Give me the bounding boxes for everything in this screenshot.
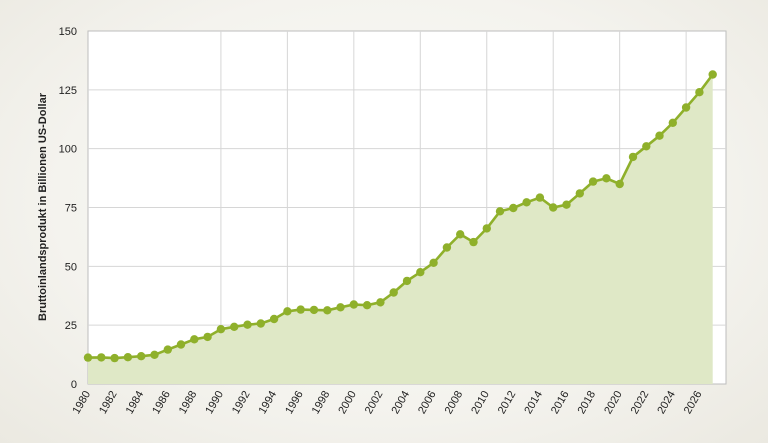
x-tick-label: 1994 [257, 389, 280, 416]
data-point-1984 [137, 352, 146, 361]
x-tick-label: 2026 [682, 389, 705, 416]
data-point-1997 [309, 305, 319, 315]
gdp-area-fill [88, 74, 713, 384]
data-point-2002 [376, 298, 385, 307]
data-point-1988 [190, 335, 199, 344]
data-point-2024 [668, 118, 677, 128]
data-point-2027 [708, 70, 717, 79]
x-tick-label: 1990 [203, 389, 226, 416]
data-point-1980 [83, 353, 93, 362]
data-point-1999 [336, 303, 345, 312]
data-point-1998 [323, 306, 332, 315]
data-point-2001 [362, 301, 372, 310]
data-point-1987 [176, 340, 186, 349]
y-tick-label: 125 [59, 85, 77, 97]
data-point-2005 [416, 268, 425, 277]
data-point-2003 [389, 288, 398, 297]
x-tick-label: 2000 [336, 389, 359, 416]
data-point-2025 [681, 103, 691, 112]
data-point-2026 [695, 88, 704, 97]
y-axis-ticks: 0 25 50 75 100 125 150 [59, 26, 77, 391]
x-tick-label: 1984 [124, 389, 147, 416]
x-tick-label: 2010 [469, 389, 492, 416]
data-point-2017 [575, 189, 584, 198]
data-point-1982 [110, 353, 119, 363]
data-point-1991 [230, 322, 239, 331]
data-point-1996 [296, 305, 305, 314]
y-tick-label: 100 [59, 144, 77, 156]
data-point-2006 [429, 258, 438, 267]
data-point-2014 [535, 193, 545, 202]
data-point-2022 [642, 142, 651, 151]
data-point-1986 [163, 345, 172, 354]
x-axis-ticks: 1980 1982 1984 1986 1988 1990 1992 1994 1996 1998… [70, 389, 704, 416]
x-tick-label: 2004 [389, 389, 412, 416]
data-point-2007 [442, 243, 452, 252]
data-point-2016 [562, 200, 571, 209]
x-tick-label: 1986 [150, 389, 173, 416]
data-point-2000 [349, 300, 358, 309]
x-tick-label: 2022 [629, 389, 652, 416]
y-tick-label: 75 [65, 203, 77, 215]
x-tick-label: 2008 [443, 389, 466, 416]
data-point-2015 [549, 203, 558, 212]
data-point-2008 [456, 230, 465, 239]
data-point-2009 [469, 237, 478, 247]
x-tick-label: 2002 [363, 389, 386, 416]
x-tick-label: 1992 [230, 389, 253, 416]
x-tick-label: 2024 [655, 389, 678, 416]
data-point-1994 [269, 314, 279, 324]
x-tick-label: 1980 [70, 389, 93, 416]
y-tick-label: 25 [65, 320, 77, 332]
y-tick-label: 150 [59, 26, 77, 38]
data-points [83, 70, 717, 363]
data-point-1992 [243, 320, 252, 329]
x-tick-label: 1982 [97, 389, 120, 416]
data-point-1981 [97, 353, 106, 362]
data-point-1990 [216, 325, 226, 334]
data-point-2021 [628, 152, 638, 162]
y-axis-title: Bruttoinlandsprodukt in Billionen US-Dol… [37, 92, 49, 321]
data-point-1985 [150, 350, 159, 359]
data-point-1993 [256, 319, 265, 328]
data-point-2012 [509, 203, 518, 213]
x-tick-label: 2018 [576, 389, 599, 416]
y-tick-label: 0 [71, 379, 77, 391]
x-tick-label: 2006 [416, 389, 439, 416]
x-tick-label: 2012 [496, 389, 519, 416]
data-point-1983 [123, 353, 133, 362]
x-tick-label: 1988 [177, 389, 200, 416]
data-point-1995 [283, 307, 292, 316]
data-point-2020 [615, 179, 624, 189]
x-tick-label: 2020 [602, 389, 625, 416]
data-point-2019 [602, 174, 611, 183]
data-point-2011 [495, 207, 505, 216]
data-point-2013 [522, 198, 531, 207]
y-tick-label: 50 [65, 261, 77, 273]
data-point-2010 [482, 224, 491, 233]
x-tick-label: 1998 [310, 389, 333, 416]
x-tick-label: 1996 [283, 389, 306, 416]
x-tick-label: 2016 [549, 389, 572, 416]
data-point-1989 [203, 332, 212, 342]
data-point-2018 [588, 177, 598, 186]
x-tick-label: 2014 [522, 389, 545, 416]
data-point-2023 [655, 131, 664, 140]
data-point-2004 [402, 276, 412, 286]
